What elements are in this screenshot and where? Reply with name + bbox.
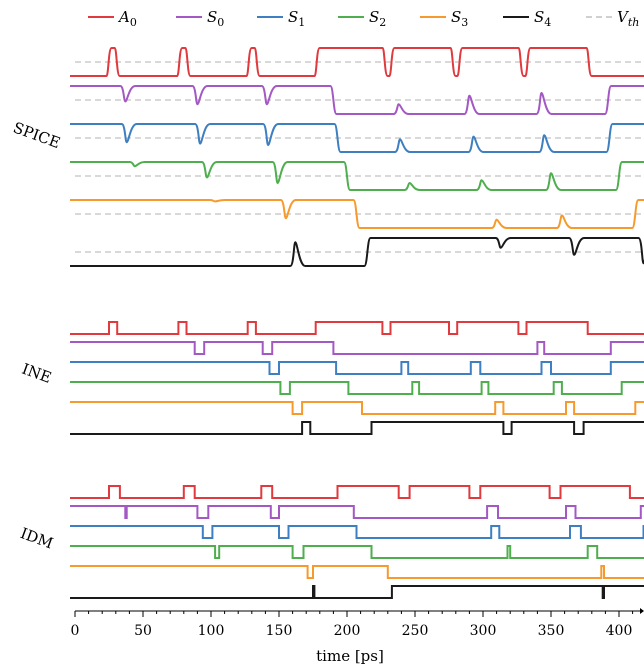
x-tick-label: 200 [334,623,361,639]
x-tick-label: 150 [266,623,293,639]
legend-label-s4: S4 [534,8,551,29]
x-axis-title: time [ps] [316,647,384,665]
series-line-spice-s1 [70,123,644,153]
series-line-ine-s2 [70,381,644,395]
legend-label-s3: S3 [451,8,468,29]
panel-labels: SPICE INE IDM [11,119,63,553]
panel-label-spice: SPICE [11,119,63,153]
legend-label-s0: S0 [207,8,224,29]
legend-label-a0: A0 [117,8,137,29]
series-line-spice-s0 [70,85,644,115]
legend: A0 S0 S1 S2 S3 S4 Vth [88,8,639,29]
x-tick-label: 100 [198,623,225,639]
x-tick-label: 250 [402,623,429,639]
series-line-idm-s3 [70,565,644,579]
series-line-idm-s2 [70,545,644,559]
series-line-idm-s0 [70,505,644,519]
legend-item-s2: S2 [338,8,386,29]
series-line-ine-a0 [70,321,644,335]
series-line-ine-s1 [70,361,644,375]
legend-item-s0: S0 [176,8,224,29]
legend-label-s2: S2 [369,8,386,29]
legend-item-s3: S3 [420,8,468,29]
x-tick-label: 0 [71,623,80,639]
series-line-spice-a0 [70,47,644,77]
series-line-idm-s4 [70,585,644,599]
panels [70,47,644,599]
x-tick-label: 400 [606,623,633,639]
legend-item-s1: S1 [257,8,305,29]
series-line-idm-a0 [70,485,644,499]
legend-item-s4: S4 [503,8,551,29]
x-tick-label: 300 [470,623,497,639]
series-line-ine-s3 [70,401,644,415]
legend-item-vth: Vth [586,8,639,29]
panel-ine [70,321,644,435]
series-line-idm-s1 [70,525,644,539]
x-axis: time [ps] 0 50 100 150 200 250 300 350 400 [71,608,644,665]
panel-label-idm: IDM [18,524,55,552]
legend-label-s1: S1 [288,8,305,29]
x-axis-arrow [640,608,644,614]
series-line-spice-s4 [70,237,644,267]
series-line-ine-s4 [70,421,644,435]
panel-label-ine: INE [20,360,54,387]
legend-label-vth: Vth [617,8,639,29]
series-line-ine-s0 [70,341,644,355]
panel-idm [70,485,644,599]
panel-spice [70,47,644,267]
series-line-spice-s2 [70,161,644,191]
x-tick-label: 50 [134,623,152,639]
legend-item-a0: A0 [88,8,137,29]
series-line-spice-s3 [70,199,644,229]
x-tick-label: 350 [538,623,565,639]
